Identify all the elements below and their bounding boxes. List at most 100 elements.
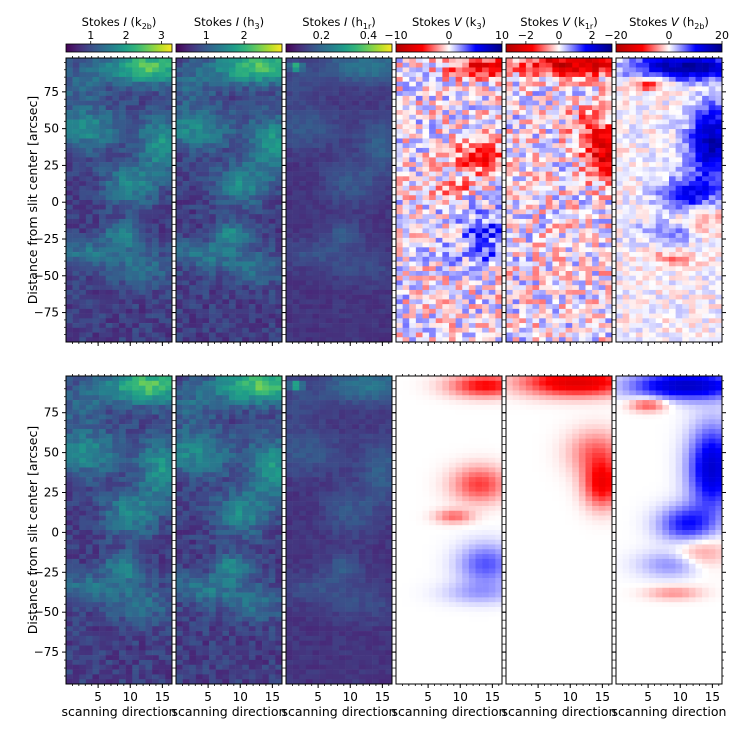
heatmap-cell <box>532 223 540 229</box>
heatmap-cell <box>286 218 293 224</box>
heatmap-cell <box>325 67 333 73</box>
heatmap-cell <box>299 261 307 267</box>
heatmap-cell <box>462 129 470 135</box>
heatmap-cell <box>372 143 380 149</box>
heatmap-cell <box>158 252 166 258</box>
heatmap-cell <box>255 261 263 267</box>
heatmap-cell <box>402 91 410 97</box>
heatmap-cell <box>105 313 113 319</box>
heatmap-cell <box>345 124 353 130</box>
heatmap-cell <box>125 95 133 101</box>
heatmap-cell <box>532 72 540 78</box>
heatmap-cell <box>385 218 393 224</box>
heatmap-cell <box>532 323 540 329</box>
heatmap-cell <box>66 91 73 97</box>
heatmap-cell <box>242 252 250 258</box>
heatmap-cell <box>559 176 566 182</box>
heatmap-cell <box>176 218 183 224</box>
heatmap-cell <box>138 62 146 68</box>
heatmap-cell <box>545 62 553 68</box>
heatmap-cell <box>345 152 353 158</box>
heatmap-cell <box>105 58 113 64</box>
heatmap-cell <box>158 327 166 333</box>
heatmap-cell <box>378 247 386 253</box>
heatmap-cell <box>305 195 313 201</box>
heatmap-cell <box>435 86 443 92</box>
heatmap-cell <box>112 252 120 258</box>
heatmap-cell <box>248 95 256 101</box>
heatmap-cell <box>112 86 120 92</box>
heatmap-cell <box>195 223 203 229</box>
heatmap-cell <box>519 185 527 191</box>
heatmap-cell <box>189 114 197 120</box>
heatmap-cell <box>435 81 443 87</box>
heatmap-cell <box>396 147 403 153</box>
heatmap-cell <box>352 327 360 333</box>
heatmap-cell <box>119 195 126 201</box>
heatmap-cell <box>332 147 340 153</box>
colorbar-title: Stokes V (k1r) <box>520 15 597 31</box>
heatmap-cell <box>442 81 450 87</box>
heatmap-cell <box>182 214 190 220</box>
heatmap-cell <box>105 147 113 153</box>
heatmap-cell <box>189 223 197 229</box>
heatmap-cell <box>299 152 307 158</box>
heatmap-cell <box>352 209 360 215</box>
heatmap-cell <box>429 133 437 139</box>
heatmap-cell <box>292 327 300 333</box>
heatmap-cell <box>539 247 547 253</box>
heatmap-cell <box>292 242 300 248</box>
heatmap-cell <box>545 176 553 182</box>
heatmap-cell <box>105 114 113 120</box>
heatmap-cell <box>305 152 313 158</box>
heatmap-cell <box>488 114 496 120</box>
heatmap-cell <box>85 266 93 272</box>
heatmap-cell <box>138 233 146 239</box>
heatmap-cell <box>242 289 250 295</box>
heatmap-cell <box>552 72 560 78</box>
heatmap-cell <box>209 162 217 168</box>
heatmap-cell <box>262 247 270 253</box>
heatmap-cell <box>158 185 166 191</box>
heatmap-cell <box>429 114 437 120</box>
heatmap-cell <box>442 62 450 68</box>
heatmap-cell <box>112 58 120 64</box>
heatmap-cell <box>506 289 513 295</box>
heatmap-cell <box>79 233 87 239</box>
heatmap-cell <box>372 218 380 224</box>
heatmap-cell <box>332 133 340 139</box>
heatmap-cell <box>268 124 276 130</box>
heatmap-cell <box>339 323 346 329</box>
heatmap-cell <box>195 327 203 333</box>
heatmap-cell <box>506 58 513 64</box>
heatmap-cell <box>358 181 366 187</box>
heatmap-cell <box>358 242 366 248</box>
heatmap-cell <box>85 200 93 206</box>
heatmap-cell <box>422 100 430 106</box>
heatmap-cell <box>339 95 346 101</box>
heatmap-cell <box>229 299 236 305</box>
heatmap-cell <box>339 214 346 220</box>
heatmap-cell <box>132 289 140 295</box>
heatmap-cell <box>275 261 283 267</box>
heatmap-cell <box>119 76 126 82</box>
heatmap-cell <box>442 252 450 258</box>
heatmap-cell <box>268 218 276 224</box>
heatmap-cell <box>358 275 366 281</box>
heatmap-cell <box>332 275 340 281</box>
heatmap-cell <box>488 332 496 338</box>
heatmap-cell <box>202 285 210 291</box>
heatmap-cell <box>292 214 300 220</box>
heatmap-cell <box>105 67 113 73</box>
heatmap-cell <box>462 233 470 239</box>
heatmap-cell <box>358 119 366 125</box>
heatmap-cell <box>532 275 540 281</box>
heatmap-cell <box>532 285 540 291</box>
heatmap-cell <box>112 242 120 248</box>
heatmap-cell <box>429 129 437 135</box>
heatmap-cell <box>422 119 430 125</box>
heatmap-cell <box>455 143 463 149</box>
heatmap-cell <box>99 176 107 182</box>
heatmap-cell <box>422 313 430 319</box>
heatmap-cell <box>358 285 366 291</box>
